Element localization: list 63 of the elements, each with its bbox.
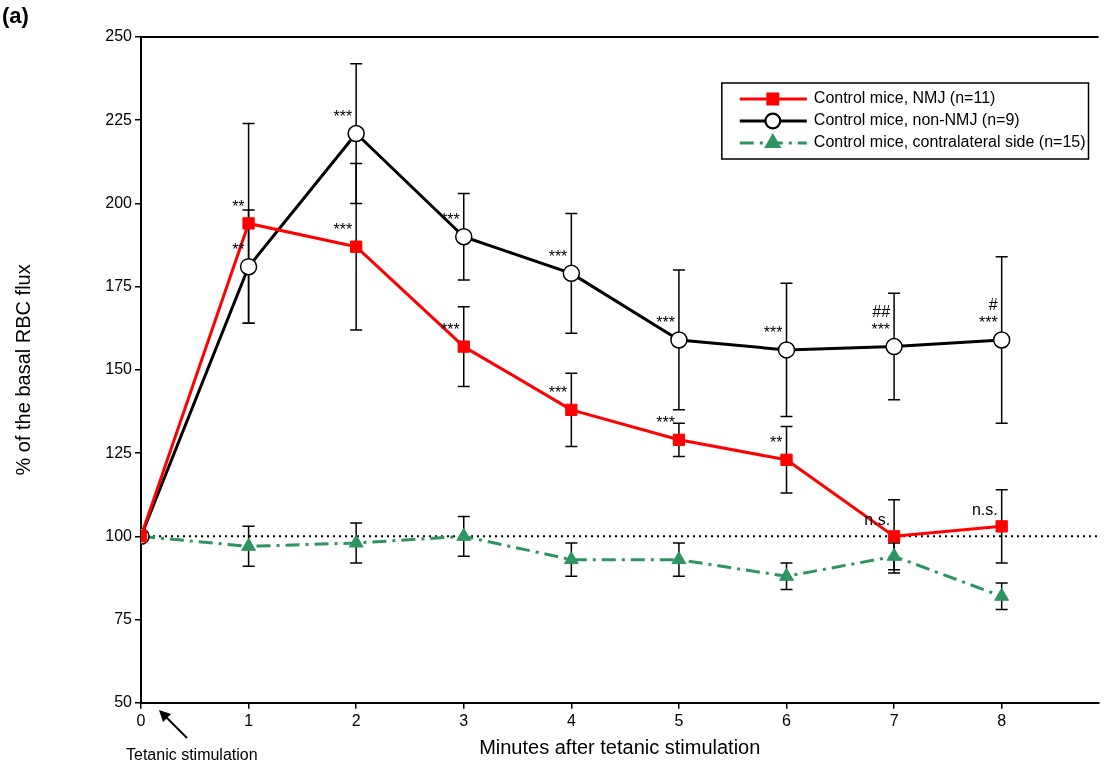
y-tick-label: 250 xyxy=(105,27,133,45)
point xyxy=(242,217,255,230)
point xyxy=(885,337,903,356)
point xyxy=(886,547,902,561)
x-tick-label: 6 xyxy=(782,711,792,729)
point xyxy=(671,551,687,565)
point xyxy=(241,537,257,551)
x-tick-label: 2 xyxy=(351,711,361,729)
x-tick-label: 4 xyxy=(566,711,576,729)
point xyxy=(350,240,363,253)
annotation: *** xyxy=(978,314,998,332)
x-tick-label: 5 xyxy=(674,711,684,729)
chart-title: (a) xyxy=(2,3,29,29)
x-tick-label: 8 xyxy=(997,711,1007,729)
annotation: *** xyxy=(656,314,675,332)
point xyxy=(562,264,581,283)
point xyxy=(994,587,1010,601)
annotation: ** xyxy=(232,197,245,215)
point xyxy=(777,341,796,359)
y-axis-title: % of the basal RBC flux xyxy=(11,264,34,476)
point xyxy=(347,124,365,143)
annotation: n.s. xyxy=(971,500,998,518)
x-tick-label: 0 xyxy=(136,711,146,729)
annotation: *** xyxy=(871,321,891,338)
annotation: *** xyxy=(763,324,783,342)
y-tick-label: 75 xyxy=(114,609,133,627)
annotation: ## xyxy=(872,303,891,320)
y-tick-label: 175 xyxy=(105,277,133,295)
x-axis-title: Minutes after tetanic stimulation xyxy=(479,735,761,758)
x-tick-label: 3 xyxy=(459,711,469,729)
legend-label: Control mice, non-NMJ (n=9) xyxy=(813,111,1020,129)
point xyxy=(563,551,579,565)
y-tick-label: 100 xyxy=(105,526,133,544)
point xyxy=(779,567,794,581)
y-tick-label: 125 xyxy=(105,443,133,461)
point xyxy=(995,520,1008,533)
point xyxy=(565,403,578,417)
y-tick-label: 150 xyxy=(105,360,133,378)
annotation: ** xyxy=(770,434,783,452)
y-tick-label: 200 xyxy=(105,193,133,211)
point xyxy=(239,257,258,276)
point xyxy=(456,527,472,541)
y-tick-label: 225 xyxy=(105,110,133,128)
point xyxy=(670,331,688,349)
y-tick-label: 50 xyxy=(114,693,133,711)
legend-label: Control mice, contralateral side (n=15) xyxy=(813,133,1086,151)
annotation: # xyxy=(988,296,998,314)
point xyxy=(887,530,901,543)
x-tick-label: 7 xyxy=(889,711,899,729)
point xyxy=(457,340,470,353)
annotation: *** xyxy=(333,221,353,239)
annotation: *** xyxy=(656,414,675,432)
point xyxy=(455,227,473,246)
text: Tetanic stimulation xyxy=(126,745,258,763)
point xyxy=(348,534,364,548)
annotation: *** xyxy=(548,247,568,265)
legend-label: Control mice, NMJ (n=11) xyxy=(813,89,996,107)
point xyxy=(992,331,1011,349)
annotation: *** xyxy=(548,384,568,402)
point xyxy=(672,433,686,446)
annotation: *** xyxy=(333,107,353,125)
point xyxy=(780,453,793,466)
x-tick-label: 1 xyxy=(244,711,254,729)
